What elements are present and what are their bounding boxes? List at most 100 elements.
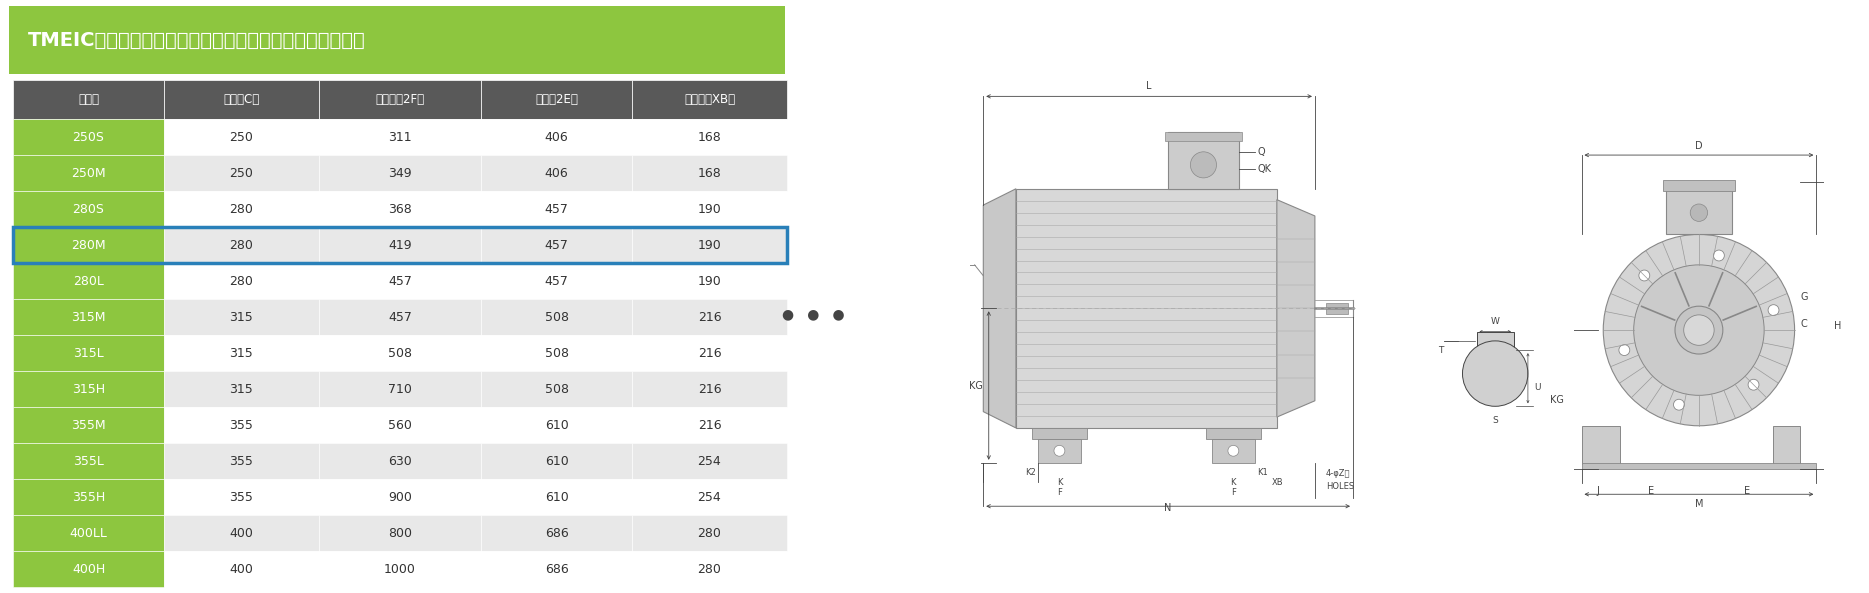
Text: 400: 400 — [230, 527, 254, 540]
Text: 311: 311 — [389, 130, 411, 144]
Text: 406: 406 — [544, 167, 568, 180]
Text: G: G — [1800, 292, 1807, 302]
Bar — [1325, 303, 1348, 314]
Circle shape — [1675, 306, 1723, 354]
Text: 508: 508 — [544, 382, 568, 396]
Bar — [1037, 439, 1080, 463]
Text: QK: QK — [1258, 164, 1271, 174]
Text: 280S: 280S — [73, 203, 105, 216]
Bar — [1477, 331, 1514, 350]
Circle shape — [1619, 345, 1630, 356]
Text: 216: 216 — [697, 346, 721, 359]
Text: 315: 315 — [230, 311, 252, 324]
Text: 400LL: 400LL — [69, 527, 107, 540]
Text: 軸高（C）: 軸高（C） — [222, 93, 260, 106]
Text: 315H: 315H — [73, 382, 105, 396]
Text: 560: 560 — [389, 419, 411, 432]
Circle shape — [1768, 305, 1779, 315]
Text: 脚幅（2E）: 脚幅（2E） — [535, 93, 578, 106]
Polygon shape — [1774, 426, 1800, 464]
Circle shape — [1634, 265, 1764, 396]
Text: 508: 508 — [544, 311, 568, 324]
Bar — [1168, 132, 1239, 189]
Circle shape — [1684, 315, 1714, 345]
Text: E: E — [1648, 486, 1654, 496]
Text: U: U — [1534, 383, 1540, 392]
Text: ●   ●   ●: ● ● ● — [781, 307, 845, 321]
Circle shape — [1463, 341, 1529, 406]
Text: F: F — [1232, 487, 1235, 497]
Text: 610: 610 — [544, 419, 568, 432]
Text: 457: 457 — [389, 275, 411, 288]
Text: 355: 355 — [230, 490, 254, 503]
Text: 457: 457 — [544, 238, 568, 251]
Text: 315M: 315M — [71, 311, 107, 324]
Text: 190: 190 — [697, 203, 721, 216]
Text: K1: K1 — [1258, 468, 1267, 477]
Text: 280M: 280M — [71, 238, 107, 251]
Bar — [1211, 439, 1256, 463]
Text: 900: 900 — [389, 490, 411, 503]
Text: HOLES: HOLES — [1325, 482, 1353, 491]
Text: 355: 355 — [230, 455, 254, 467]
Polygon shape — [1581, 426, 1620, 464]
Circle shape — [1054, 445, 1065, 456]
Text: S: S — [1491, 416, 1499, 425]
Text: 710: 710 — [389, 382, 411, 396]
Text: M: M — [1695, 499, 1703, 509]
Text: 190: 190 — [697, 238, 721, 251]
Bar — [1206, 428, 1260, 439]
Text: 349: 349 — [389, 167, 411, 180]
Text: 686: 686 — [544, 563, 568, 576]
Text: 406: 406 — [544, 130, 568, 144]
Circle shape — [1191, 152, 1217, 178]
Text: 630: 630 — [389, 455, 411, 467]
Text: 4-φZ穴: 4-φZ穴 — [1325, 469, 1349, 478]
Text: 280: 280 — [697, 527, 721, 540]
Text: 250M: 250M — [71, 167, 107, 180]
Text: 686: 686 — [544, 527, 568, 540]
Circle shape — [1673, 399, 1684, 410]
Circle shape — [1228, 445, 1239, 456]
Text: D: D — [1695, 141, 1703, 151]
Text: 1000: 1000 — [383, 563, 417, 576]
Bar — [1667, 182, 1731, 234]
Text: 457: 457 — [389, 311, 411, 324]
Bar — [1017, 189, 1277, 428]
Text: 315: 315 — [230, 382, 252, 396]
Text: 段付長（XB）: 段付長（XB） — [684, 93, 735, 106]
Text: KG: KG — [1549, 395, 1564, 404]
Text: 254: 254 — [697, 455, 721, 467]
Text: 419: 419 — [389, 238, 411, 251]
Text: 216: 216 — [697, 311, 721, 324]
Text: 315: 315 — [230, 346, 252, 359]
Text: 250: 250 — [230, 167, 254, 180]
Text: 315L: 315L — [73, 346, 105, 359]
Text: T: T — [1439, 346, 1443, 355]
Text: 355M: 355M — [71, 419, 107, 432]
Text: 355L: 355L — [73, 455, 105, 467]
Circle shape — [1748, 380, 1759, 390]
Text: 400H: 400H — [71, 563, 105, 576]
Text: K2: K2 — [1024, 468, 1035, 477]
Text: 355: 355 — [230, 419, 254, 432]
Text: 280: 280 — [230, 275, 254, 288]
Text: K: K — [1230, 478, 1235, 487]
Polygon shape — [1277, 200, 1316, 417]
Text: 168: 168 — [697, 130, 721, 144]
Text: W: W — [1491, 317, 1499, 326]
Text: 368: 368 — [389, 203, 411, 216]
Bar — [1032, 428, 1086, 439]
Text: 250S: 250S — [73, 130, 105, 144]
Text: N: N — [1164, 503, 1172, 513]
Text: XB: XB — [1271, 478, 1282, 487]
Text: 枠番号: 枠番号 — [78, 93, 99, 106]
Text: C: C — [1800, 319, 1807, 329]
Text: 508: 508 — [389, 346, 411, 359]
Text: 610: 610 — [544, 455, 568, 467]
Circle shape — [1690, 204, 1708, 221]
Circle shape — [1714, 250, 1725, 261]
Text: 508: 508 — [544, 346, 568, 359]
Text: H: H — [1833, 321, 1841, 331]
Bar — [1663, 180, 1734, 191]
